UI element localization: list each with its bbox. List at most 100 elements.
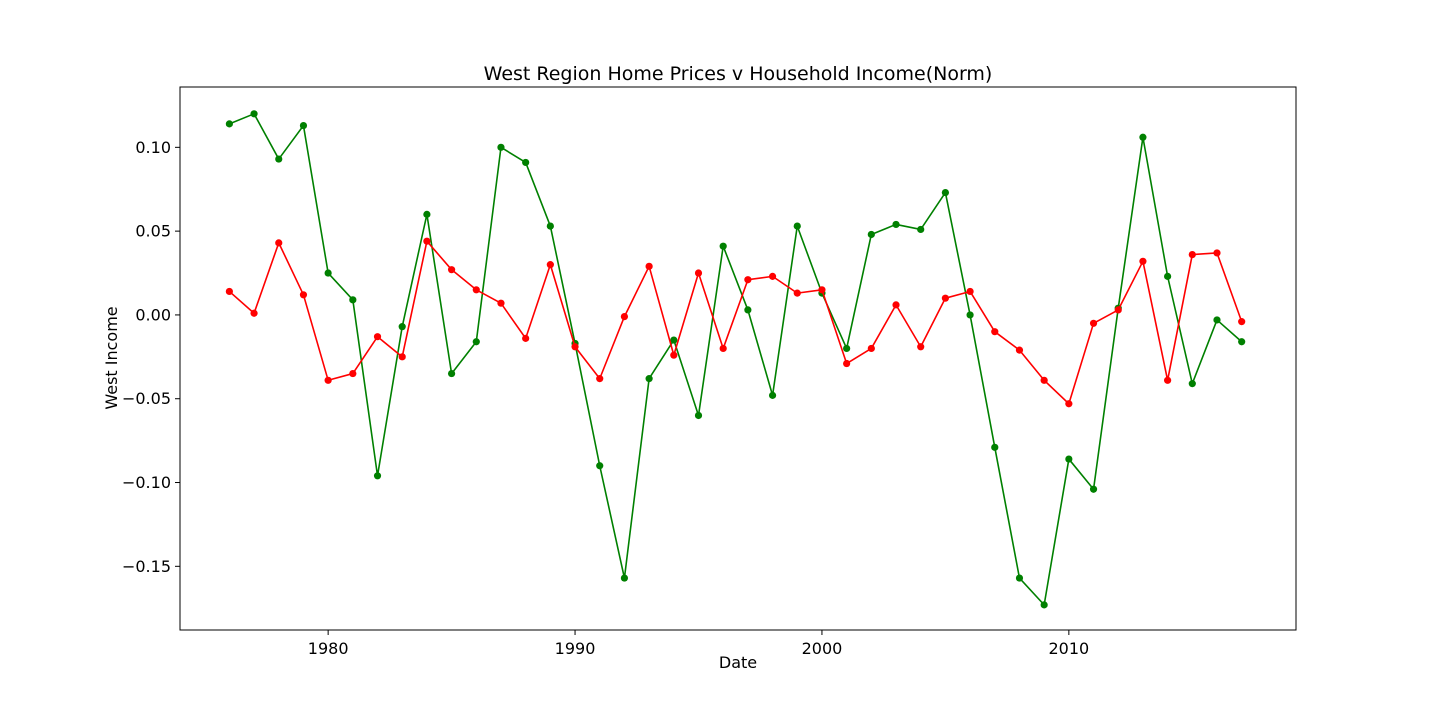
- data-point: [596, 462, 604, 470]
- data-point: [768, 272, 777, 280]
- data-point: [1238, 318, 1246, 326]
- data-point: [768, 391, 777, 399]
- y-axis-title: West Income: [102, 306, 121, 409]
- data-point: [1040, 601, 1048, 609]
- data-point: [620, 313, 629, 321]
- data-point: [645, 262, 653, 270]
- plot-area: [180, 87, 1296, 630]
- x-tick-label: 1990: [555, 639, 596, 658]
- data-point: [349, 369, 357, 378]
- data-point: [423, 237, 431, 245]
- series-line: [228, 240, 1243, 405]
- data-point: [867, 344, 875, 353]
- data-point: [1139, 257, 1147, 265]
- data-point: [941, 188, 950, 197]
- y-tick-label: −0.10: [122, 473, 171, 492]
- plot-frame: [179, 86, 1297, 631]
- data-point: [299, 121, 308, 130]
- data-point: [917, 343, 925, 351]
- chart-title: West Region Home Prices v Household Inco…: [484, 63, 993, 85]
- x-axis: 1980 1990 2000 2010: [308, 630, 1089, 658]
- data-point: [522, 158, 530, 167]
- data-point: [324, 269, 332, 277]
- data-point: [645, 375, 653, 383]
- data-point: [546, 222, 554, 230]
- data-point: [917, 225, 925, 234]
- data-point: [1188, 380, 1196, 388]
- data-point: [843, 344, 851, 353]
- x-tick-label: 2000: [802, 639, 843, 658]
- data-point: [373, 333, 382, 341]
- data-point: [719, 344, 727, 353]
- data-point: [472, 338, 480, 346]
- data-point: [1065, 400, 1073, 408]
- data-point: [966, 311, 974, 319]
- data-point: [398, 323, 406, 331]
- y-tick-label: −0.05: [122, 389, 171, 408]
- data-point: [423, 210, 431, 218]
- data-point: [1114, 306, 1122, 314]
- data-point: [1238, 338, 1246, 346]
- data-point: [991, 328, 999, 336]
- data-point: [1089, 319, 1098, 327]
- data-point: [670, 336, 678, 344]
- data-point: [719, 242, 727, 250]
- data-point: [793, 222, 801, 230]
- data-point: [225, 120, 233, 128]
- data-point: [447, 369, 456, 378]
- data-point: [250, 110, 258, 118]
- data-point: [991, 443, 999, 451]
- data-point: [225, 287, 233, 296]
- data-point: [250, 309, 258, 317]
- series-line: [229, 113, 1243, 606]
- data-point: [1164, 376, 1172, 384]
- data-point: [867, 230, 875, 239]
- x-axis-title: Date: [719, 653, 757, 672]
- data-point: [793, 289, 801, 297]
- data-point: [349, 296, 357, 304]
- data-point: [373, 472, 382, 480]
- data-point: [892, 301, 900, 309]
- y-tick-label: 0.00: [135, 305, 171, 324]
- y-axis: 0.10 0.05 0.00 −0.05 −0.10 −0.15: [122, 138, 180, 576]
- data-point: [497, 143, 505, 151]
- data-point: [1065, 455, 1073, 463]
- y-tick-label: −0.15: [122, 557, 171, 576]
- data-point: [324, 376, 332, 384]
- data-point: [694, 411, 703, 420]
- data-point: [275, 239, 283, 247]
- data-point: [1164, 272, 1172, 280]
- data-point: [571, 343, 579, 351]
- series-1: [225, 110, 1246, 609]
- data-point: [472, 286, 480, 294]
- data-point: [818, 286, 826, 294]
- data-point: [744, 276, 752, 284]
- data-point: [694, 269, 703, 277]
- data-point: [596, 375, 604, 383]
- data-point: [966, 287, 974, 296]
- data-point: [1089, 485, 1098, 493]
- data-point: [398, 353, 406, 361]
- data-point: [299, 291, 308, 299]
- data-point: [275, 155, 283, 163]
- x-tick-label: 2010: [1048, 639, 1089, 658]
- data-point: [1213, 249, 1221, 257]
- y-tick-label: 0.10: [135, 138, 171, 157]
- data-point: [892, 220, 900, 229]
- series-layer: [225, 110, 1246, 609]
- data-point: [1040, 376, 1048, 384]
- data-point: [1139, 133, 1147, 141]
- data-point: [522, 334, 530, 342]
- data-point: [744, 306, 752, 314]
- x-tick-label: 1980: [308, 639, 349, 658]
- data-point: [447, 266, 456, 274]
- data-point: [843, 359, 851, 368]
- data-point: [1015, 346, 1024, 354]
- data-point: [670, 351, 678, 359]
- series-2: [225, 237, 1246, 408]
- data-point: [620, 574, 629, 582]
- data-point: [1015, 574, 1024, 582]
- data-point: [941, 294, 950, 302]
